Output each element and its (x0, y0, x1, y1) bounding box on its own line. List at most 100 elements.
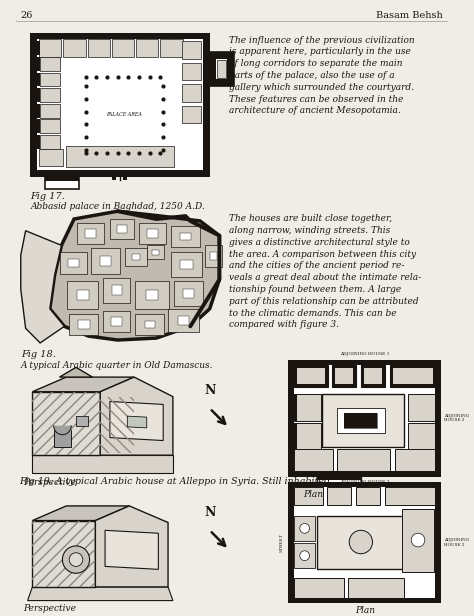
Bar (39, 148, 64, 166)
Bar (408, 423, 436, 450)
Bar (345, 413, 377, 428)
Bar (168, 309, 199, 332)
Bar (112, 170, 116, 180)
Polygon shape (128, 416, 147, 428)
Bar (30, 170, 210, 177)
Bar (288, 360, 294, 477)
Text: STREET: STREET (279, 533, 283, 552)
Bar (152, 249, 159, 255)
Bar (288, 360, 441, 365)
Bar (401, 509, 434, 572)
Bar (294, 394, 321, 421)
Polygon shape (32, 455, 173, 472)
Bar (37, 135, 40, 148)
Bar (135, 314, 164, 335)
Bar (174, 282, 203, 306)
Bar (76, 416, 88, 426)
Bar (327, 487, 351, 505)
Circle shape (300, 524, 310, 533)
Bar (117, 225, 127, 233)
Bar (294, 516, 315, 541)
Bar (103, 310, 130, 332)
Bar (361, 384, 385, 387)
Bar (294, 365, 297, 387)
Bar (66, 146, 174, 168)
Bar (91, 248, 119, 274)
Bar (294, 449, 333, 471)
Bar (353, 365, 356, 387)
Bar (294, 384, 328, 387)
Bar (294, 365, 436, 471)
Bar (182, 63, 201, 81)
Bar (288, 598, 441, 604)
Bar (203, 33, 210, 177)
Bar (32, 521, 95, 587)
Bar (317, 477, 361, 487)
Bar (361, 365, 385, 368)
Bar (67, 282, 98, 309)
Polygon shape (32, 506, 129, 521)
Bar (288, 471, 441, 477)
Bar (294, 543, 315, 569)
Bar (294, 365, 328, 387)
Text: Plan: Plan (303, 490, 323, 500)
Bar (332, 365, 335, 387)
Bar (135, 282, 169, 309)
Text: ADJOINING HOUSE 1: ADJOINING HOUSE 1 (340, 474, 390, 477)
Bar (332, 365, 356, 368)
Bar (40, 135, 60, 148)
Bar (395, 449, 436, 471)
Text: The influence of the previous civilization
is apparent here, particularly in the: The influence of the previous civilizati… (229, 36, 415, 115)
Bar (348, 578, 404, 598)
Bar (40, 73, 60, 86)
Bar (40, 57, 60, 71)
Bar (78, 320, 90, 329)
Text: ADJOINING HOUSE 3: ADJOINING HOUSE 3 (340, 480, 390, 484)
Bar (32, 392, 100, 455)
Bar (337, 449, 390, 471)
Circle shape (300, 551, 310, 561)
Text: N: N (205, 384, 216, 397)
Bar (361, 365, 385, 387)
Bar (100, 397, 134, 453)
Bar (37, 57, 40, 71)
Bar (39, 39, 62, 57)
Bar (325, 365, 328, 387)
Bar (178, 316, 190, 325)
Text: The houses are built close together,
along narrow, winding streets. This
gives a: The houses are built close together, alo… (229, 214, 421, 330)
Bar (171, 226, 200, 247)
Bar (332, 384, 356, 387)
Bar (408, 394, 436, 421)
Bar (337, 408, 385, 432)
Bar (147, 245, 164, 259)
Bar (294, 394, 297, 421)
Bar (180, 259, 192, 269)
Bar (390, 365, 436, 387)
Bar (37, 41, 40, 55)
Bar (390, 365, 393, 387)
Text: PALACE AREA: PALACE AREA (107, 112, 142, 117)
Bar (433, 365, 436, 387)
Polygon shape (32, 377, 134, 392)
Bar (181, 233, 191, 240)
Bar (345, 413, 377, 428)
Circle shape (63, 546, 90, 573)
Bar (69, 314, 98, 335)
Text: Abbasid palace in Baghdad, 1250 A.D.: Abbasid palace in Baghdad, 1250 A.D. (30, 203, 205, 211)
Bar (382, 365, 385, 387)
Polygon shape (32, 521, 95, 587)
Polygon shape (27, 587, 173, 601)
Bar (88, 39, 110, 57)
Bar (332, 365, 356, 387)
Bar (294, 487, 323, 505)
Bar (182, 106, 201, 123)
Text: 26: 26 (21, 11, 33, 20)
Bar (37, 39, 203, 170)
Bar (385, 487, 436, 505)
Text: Perspective: Perspective (23, 604, 76, 614)
Bar (37, 120, 40, 133)
Bar (37, 104, 40, 118)
Bar (205, 245, 222, 267)
Bar (145, 321, 155, 328)
Bar (288, 482, 294, 604)
